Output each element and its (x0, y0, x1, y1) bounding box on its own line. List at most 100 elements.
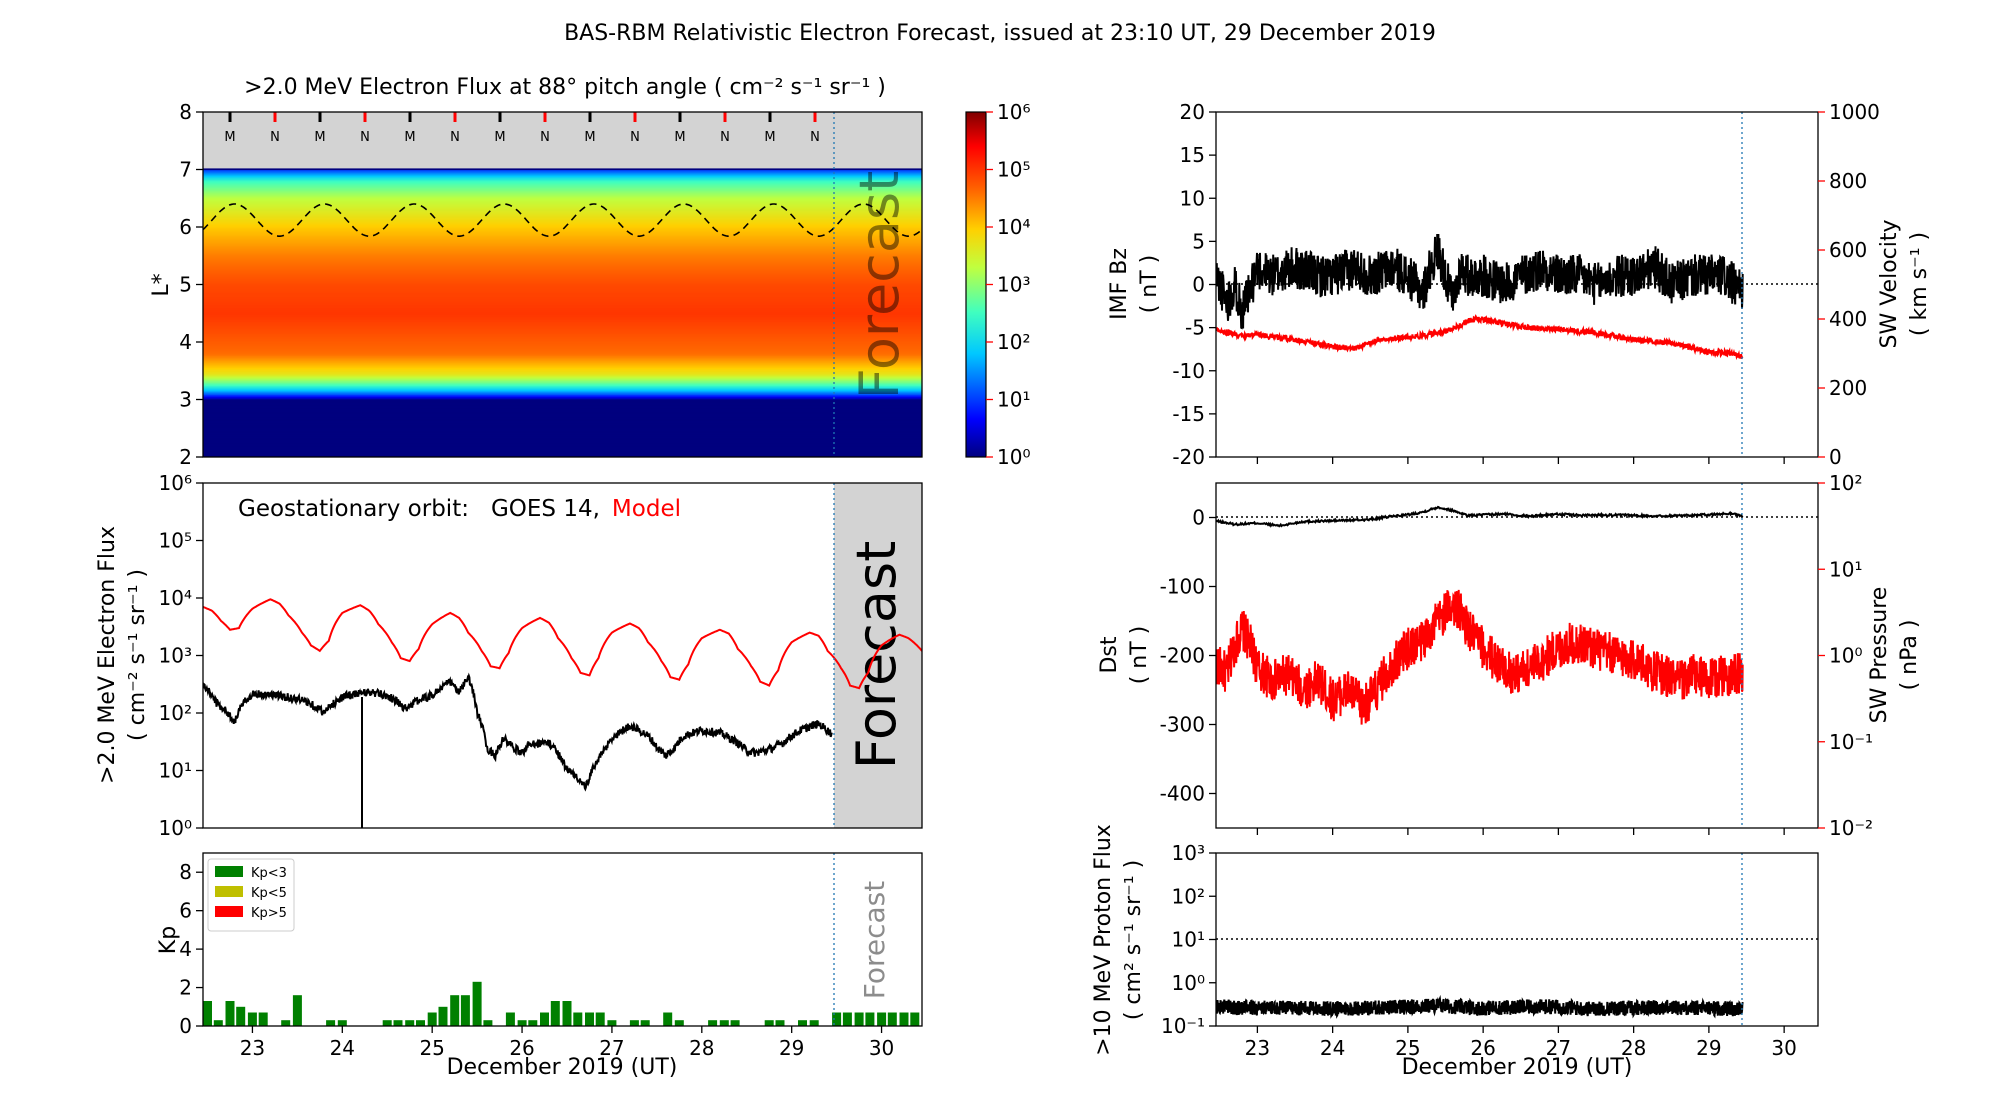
kp-bar (203, 1001, 212, 1026)
kp-x-tick-label: 29 (779, 1036, 804, 1060)
imf-y-ticks-right: 0 200 400 600 800 1000 (1818, 100, 1880, 469)
geo-forecast-label: Forecast (845, 541, 908, 770)
heatmap-band (203, 375, 922, 378)
kp-bar (505, 1012, 515, 1026)
imf-y-tick-label: 10 (1180, 186, 1205, 210)
heatmap-band (203, 324, 922, 327)
geo-y-tick-label: 10⁵ (159, 529, 192, 553)
heatmap-band (203, 404, 922, 406)
heatmap-band (203, 325, 922, 328)
imf-ylabel-2: ( nT ) (1137, 255, 1162, 314)
heatmap-band (203, 273, 922, 275)
heatmap-band (203, 183, 922, 185)
heatmap-band (203, 409, 922, 412)
heatmap-band (203, 189, 922, 191)
heatmap-band (203, 437, 922, 440)
kp-bar (258, 1012, 268, 1026)
heatmap-band (203, 305, 922, 307)
heatmap-band (203, 196, 922, 198)
kp-bar (764, 1020, 774, 1026)
heatmap-band (203, 274, 922, 276)
heatmap-band (203, 265, 922, 267)
lstar-y-tick-label: 5 (179, 273, 192, 297)
heatmap-band (203, 379, 922, 382)
heatmap-band (203, 261, 922, 264)
dst-y-tick-label: -100 (1160, 575, 1205, 599)
heatmap-band (203, 361, 922, 364)
heatmap-band (203, 321, 922, 324)
dst-y-tick-label: -200 (1160, 644, 1205, 668)
heatmap-band (203, 393, 922, 396)
heatmap-band (203, 398, 922, 400)
mlt-marker-label: N (540, 130, 550, 145)
heatmap-band (203, 212, 922, 214)
heatmap-band (203, 439, 922, 442)
heatmap-band (203, 352, 922, 354)
heatmap-band (203, 315, 922, 318)
heatmap-band (203, 262, 922, 265)
heatmap-band (203, 298, 922, 300)
heatmap-band (203, 428, 922, 430)
heatmap-band (203, 202, 922, 205)
kp-x-tick-label: 23 (240, 1036, 265, 1060)
heatmap-band (203, 231, 922, 234)
heatmap-band (203, 435, 922, 437)
heatmap-band (203, 327, 922, 329)
heatmap-band (203, 207, 922, 210)
heatmap-band (203, 312, 922, 314)
heatmap-band (203, 329, 922, 332)
heatmap-band (203, 431, 922, 434)
heatmap-band (203, 201, 922, 204)
imf-y-tick-label: -10 (1172, 359, 1205, 383)
geo-y-tick-label: 10⁰ (159, 816, 192, 840)
heatmap-band (203, 396, 922, 398)
heatmap-band (203, 369, 922, 372)
kp-x-tick-label: 26 (509, 1036, 534, 1060)
heatmap-band (203, 190, 922, 192)
heatmap-band (203, 368, 922, 371)
kp-bar (236, 1006, 246, 1026)
heatmap-band (203, 346, 922, 349)
proton-x-tick-label: 23 (1245, 1036, 1270, 1060)
heatmap-band (203, 319, 922, 321)
heatmap-band (203, 254, 922, 257)
mlt-marker-label: M (584, 130, 595, 145)
geo-ylabel-2: ( cm⁻² s⁻¹ sr⁻¹ ) (125, 569, 150, 741)
heatmap-band (203, 294, 922, 297)
heatmap-band (203, 354, 922, 357)
lstar-y-tick-label: 6 (179, 215, 192, 239)
kp-x-tick-label: 27 (599, 1036, 624, 1060)
heatmap-band (203, 184, 922, 187)
kp-legend-swatch-green (215, 866, 243, 877)
heatmap-band (203, 344, 922, 346)
heatmap-band (203, 328, 922, 330)
heatmap-band (203, 317, 922, 320)
heatmap-band (203, 309, 922, 312)
heatmap-band (203, 452, 922, 455)
heatmap-band (203, 397, 922, 399)
heatmap-band (203, 187, 922, 190)
heatmap-band (203, 174, 922, 176)
heatmap-band (203, 219, 922, 221)
heatmap-band (203, 213, 922, 215)
dst-y-tick-label: 0 (1192, 506, 1205, 530)
mlt-marker-label: N (720, 130, 730, 145)
kp-bar (450, 995, 460, 1026)
heatmap-band (203, 362, 922, 365)
dst-yr-tick-label: 10⁻¹ (1829, 730, 1873, 754)
heatmap-band (203, 177, 922, 180)
mlt-marker-label: M (494, 130, 505, 145)
kp-bar (550, 1001, 560, 1026)
heatmap-band (203, 171, 922, 174)
imf-ylabel-right-1: SW Velocity (1877, 219, 1902, 348)
proton-x-tick-label: 27 (1546, 1036, 1571, 1060)
kp-bar (472, 981, 482, 1026)
heatmap-band (203, 178, 922, 181)
heatmap-band (203, 448, 922, 451)
heatmap-band (203, 286, 922, 289)
heatmap-band (203, 192, 922, 195)
kp-bar (326, 1020, 336, 1026)
imf-y-tick-label: 20 (1180, 100, 1205, 124)
imf-y-tick-label: 15 (1180, 143, 1205, 167)
